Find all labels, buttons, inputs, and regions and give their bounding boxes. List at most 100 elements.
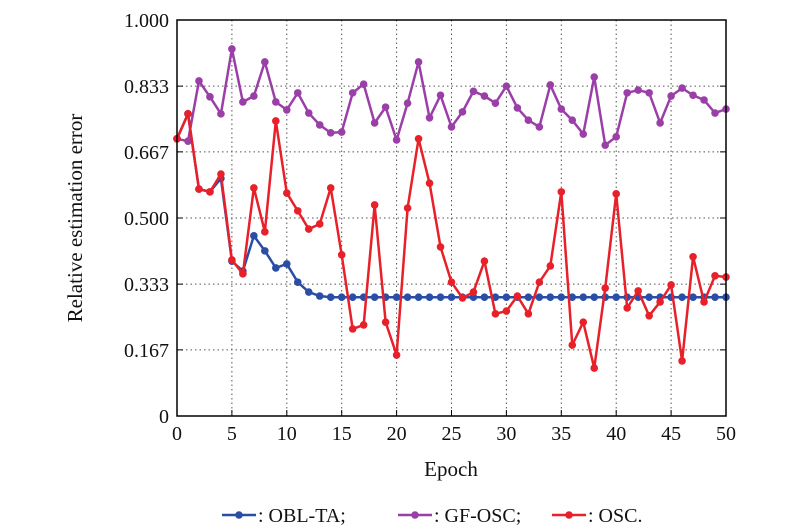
data-point xyxy=(502,307,511,315)
data-point xyxy=(711,109,719,117)
data-point xyxy=(337,128,346,136)
data-point xyxy=(239,270,247,278)
data-point xyxy=(326,129,335,137)
x-tick-label: 35 xyxy=(551,423,571,445)
data-point xyxy=(480,293,489,302)
data-point xyxy=(337,251,346,259)
data-point xyxy=(711,293,719,302)
data-point xyxy=(447,293,456,302)
data-point xyxy=(502,293,511,302)
data-point xyxy=(392,351,401,359)
data-point xyxy=(250,92,258,100)
data-point xyxy=(579,130,588,138)
data-point xyxy=(612,133,620,141)
data-point xyxy=(283,260,291,268)
data-point xyxy=(623,89,631,97)
data-point xyxy=(217,170,225,178)
data-point xyxy=(315,121,324,129)
data-point xyxy=(634,287,642,295)
data-point xyxy=(612,190,620,198)
data-point xyxy=(480,257,489,265)
data-point xyxy=(403,204,412,212)
data-point xyxy=(491,310,500,318)
data-point xyxy=(403,99,412,107)
data-point xyxy=(348,325,357,333)
data-point xyxy=(535,123,544,131)
y-tick-label: 0.667 xyxy=(124,142,169,164)
x-tick-label: 0 xyxy=(172,423,182,445)
data-point xyxy=(228,256,236,264)
data-point xyxy=(370,119,379,127)
data-point xyxy=(557,105,566,113)
data-point xyxy=(579,318,588,326)
data-point xyxy=(436,293,445,302)
data-point xyxy=(579,293,588,302)
data-point xyxy=(601,141,610,149)
data-point xyxy=(678,293,686,302)
x-tick-label: 40 xyxy=(606,423,626,445)
data-point xyxy=(689,293,697,302)
data-point xyxy=(700,298,708,306)
data-point xyxy=(689,91,697,100)
data-point xyxy=(326,184,335,192)
data-point xyxy=(535,293,544,302)
data-point xyxy=(261,247,269,255)
data-point xyxy=(447,278,456,286)
x-tick-label: 50 xyxy=(716,423,736,445)
data-point xyxy=(601,284,610,292)
data-point xyxy=(425,179,434,187)
data-point xyxy=(590,293,599,302)
data-point xyxy=(261,58,269,66)
data-point xyxy=(557,188,566,196)
data-point xyxy=(645,293,653,302)
data-point xyxy=(403,293,412,302)
data-point xyxy=(304,225,313,233)
x-tick-label: 30 xyxy=(496,423,516,445)
series-2 xyxy=(173,109,730,372)
data-point xyxy=(634,86,642,94)
data-point xyxy=(524,116,533,124)
data-point xyxy=(711,272,719,280)
data-point xyxy=(458,294,467,302)
data-point xyxy=(206,93,214,101)
y-tick-label: 0.333 xyxy=(124,274,169,296)
data-point xyxy=(293,207,302,215)
data-point xyxy=(392,293,401,302)
data-point xyxy=(348,293,357,302)
data-point xyxy=(678,84,686,92)
data-point xyxy=(524,310,533,318)
data-point xyxy=(315,292,324,300)
y-axis-label: Relative estimation error xyxy=(63,114,87,323)
data-point xyxy=(689,253,697,261)
data-point xyxy=(623,304,631,312)
data-point xyxy=(228,45,236,53)
data-point xyxy=(656,298,664,306)
data-point xyxy=(590,364,599,372)
data-point xyxy=(678,357,686,365)
data-point xyxy=(568,293,577,302)
data-point xyxy=(261,228,269,236)
data-point xyxy=(447,123,456,131)
data-point xyxy=(392,136,401,144)
data-point xyxy=(469,87,478,96)
ticks: 0 5 10 15 20 25 30 35 40 45 50 0 0.167 0.333 0.500 0.66… xyxy=(124,10,736,445)
data-point xyxy=(568,341,577,349)
data-point xyxy=(612,293,620,302)
data-point xyxy=(425,293,434,302)
data-point xyxy=(359,80,368,88)
data-point xyxy=(315,220,324,228)
data-point xyxy=(414,135,423,143)
data-point xyxy=(513,292,522,300)
legend-marker xyxy=(235,511,243,519)
data-point xyxy=(250,184,258,192)
data-point xyxy=(272,117,280,125)
data-point xyxy=(272,98,280,106)
legend-label: : OSC. xyxy=(588,505,642,527)
data-point xyxy=(217,110,225,118)
x-tick-label: 10 xyxy=(277,423,297,445)
data-point xyxy=(337,293,346,302)
data-point xyxy=(370,201,379,209)
data-point xyxy=(293,89,302,97)
legend-marker xyxy=(411,511,419,519)
data-point xyxy=(700,96,708,104)
